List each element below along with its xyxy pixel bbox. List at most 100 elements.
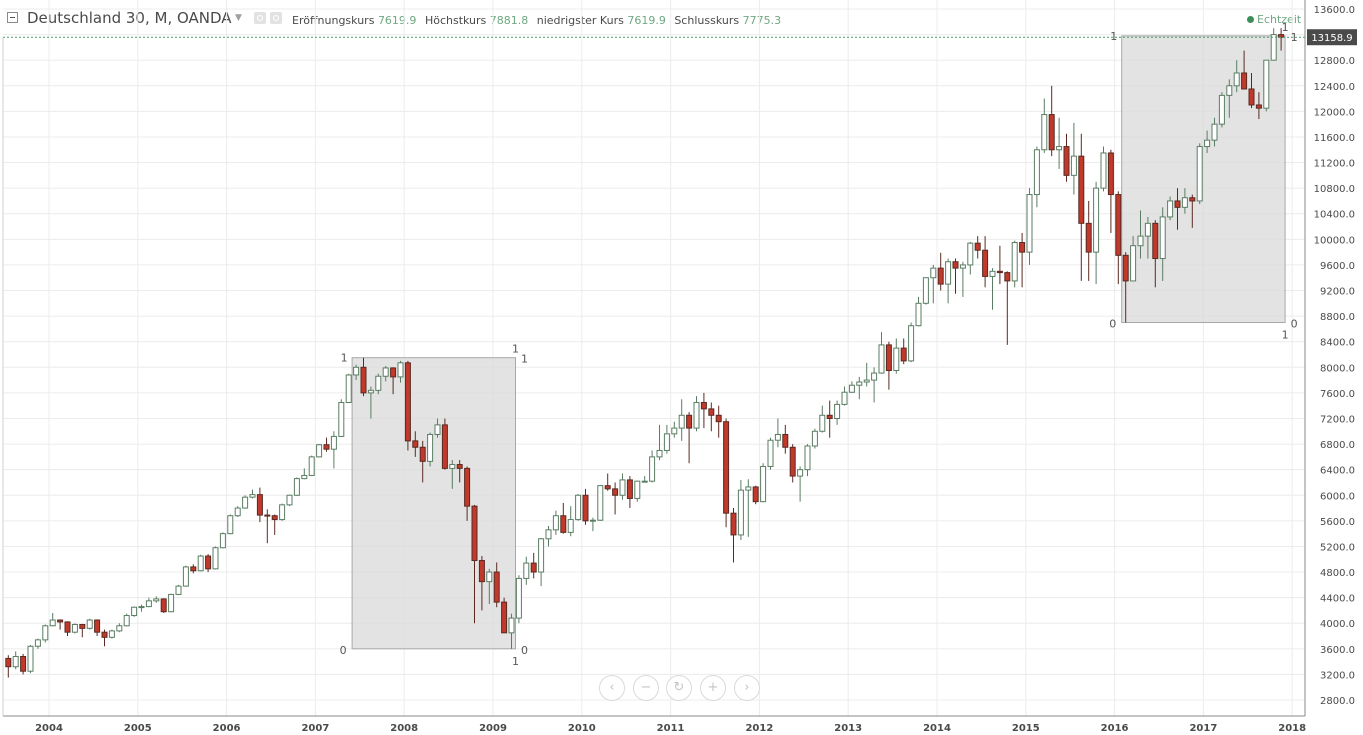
candle-up: [34, 638, 41, 649]
candle-up: [930, 264, 937, 304]
candle-body: [138, 606, 145, 609]
candle-up: [86, 618, 93, 630]
collapse-icon[interactable]: [7, 12, 18, 23]
candle-body: [412, 440, 419, 448]
candle-down: [1189, 194, 1196, 228]
settings-icon[interactable]: [270, 12, 282, 24]
candle-down: [464, 466, 471, 521]
eye-icon[interactable]: [254, 12, 266, 24]
candle-down: [1122, 252, 1129, 323]
candle-down: [1004, 271, 1011, 345]
close-label: Schlusskurs: [674, 14, 740, 27]
realtime-indicator[interactable]: Echtzeit: [1247, 13, 1301, 26]
candle-body: [893, 347, 900, 371]
candle-body: [57, 619, 64, 623]
scroll-right-button[interactable]: ›: [734, 675, 760, 701]
y-tick-label: 8800.0: [1320, 312, 1355, 323]
close-value: 7775.3: [742, 14, 782, 27]
candle-body: [982, 249, 989, 277]
candle-body: [700, 401, 707, 410]
y-tick-label: 12400.0: [1314, 82, 1355, 93]
fib-label: 1: [1282, 21, 1289, 34]
chart-header: Deutschland 30, M, OANDA ▼ Eröffnungskur…: [0, 0, 1305, 38]
candle-body: [1019, 242, 1026, 253]
candle-up: [567, 506, 574, 537]
candle-body: [168, 593, 175, 613]
y-tick-label: 11600.0: [1314, 133, 1355, 144]
candle-up: [1233, 60, 1240, 93]
candle-body: [1218, 94, 1225, 125]
candle-body: [752, 486, 759, 503]
candle-up: [345, 373, 352, 404]
y-tick-label: 4400.0: [1320, 594, 1355, 605]
candle-up: [804, 444, 811, 477]
candle-up: [153, 596, 160, 603]
candle-down: [582, 488, 589, 525]
candle-body: [1085, 222, 1092, 253]
candle-body: [1011, 242, 1018, 282]
candle-body: [649, 456, 656, 482]
candle-down: [471, 504, 478, 624]
caret-down-icon[interactable]: ▼: [235, 13, 242, 23]
x-tick-label: 2016: [1101, 723, 1129, 734]
candle-body: [582, 494, 589, 522]
symbol-title[interactable]: Deutschland 30, M, OANDA: [27, 9, 232, 27]
last-price-badge: [1307, 29, 1357, 46]
candle-body: [131, 606, 138, 617]
y-tick-label: 6400.0: [1320, 466, 1355, 477]
candle-body: [663, 433, 670, 451]
candle-up: [1196, 143, 1203, 205]
fib-label: 1: [521, 353, 528, 366]
candle-down: [996, 245, 1003, 285]
candle-body: [885, 344, 892, 371]
candle-body: [49, 619, 56, 627]
y-tick-label: 6000.0: [1320, 491, 1355, 502]
candle-up: [1144, 216, 1151, 259]
candle-up: [552, 510, 559, 535]
fib-label: 1: [1282, 329, 1289, 342]
candle-body: [1204, 139, 1211, 148]
candle-down: [64, 621, 71, 637]
zoom-out-button[interactable]: −: [633, 675, 659, 701]
candle-body: [1167, 200, 1174, 218]
candle-body: [271, 515, 278, 521]
candle-down: [1152, 220, 1159, 288]
zoom-in-button[interactable]: +: [700, 675, 726, 701]
candle-body: [427, 433, 434, 462]
reset-button[interactable]: ↻: [666, 675, 692, 701]
candle-down: [160, 598, 167, 613]
high-value: 7881.8: [489, 14, 529, 27]
candle-body: [804, 445, 811, 471]
candle-body: [1226, 85, 1233, 96]
candle-up: [293, 477, 300, 496]
candle-up: [182, 565, 189, 587]
candle-up: [649, 450, 656, 483]
candle-body: [1115, 194, 1122, 256]
candle-body: [205, 555, 212, 570]
candle-body: [826, 414, 833, 419]
candle-body: [190, 566, 197, 572]
candle-body: [552, 515, 559, 531]
candle-down: [730, 508, 737, 563]
candle-up: [1226, 79, 1233, 118]
candle-body: [678, 414, 685, 429]
candle-body: [390, 367, 397, 378]
candle-down: [256, 487, 263, 523]
candle-down: [789, 444, 796, 483]
candle-body: [515, 577, 522, 619]
candle-up: [656, 424, 663, 461]
candle-body: [937, 267, 944, 285]
candle-body: [538, 538, 545, 573]
candle-body: [397, 362, 404, 378]
candle-up: [234, 506, 241, 518]
candle-up: [760, 463, 767, 503]
scroll-left-button[interactable]: ‹: [599, 675, 625, 701]
candle-body: [330, 435, 337, 450]
candle-down: [708, 402, 715, 432]
candle-up: [515, 575, 522, 624]
candle-body: [264, 514, 271, 517]
candle-body: [34, 639, 41, 647]
candle-body: [863, 379, 870, 383]
